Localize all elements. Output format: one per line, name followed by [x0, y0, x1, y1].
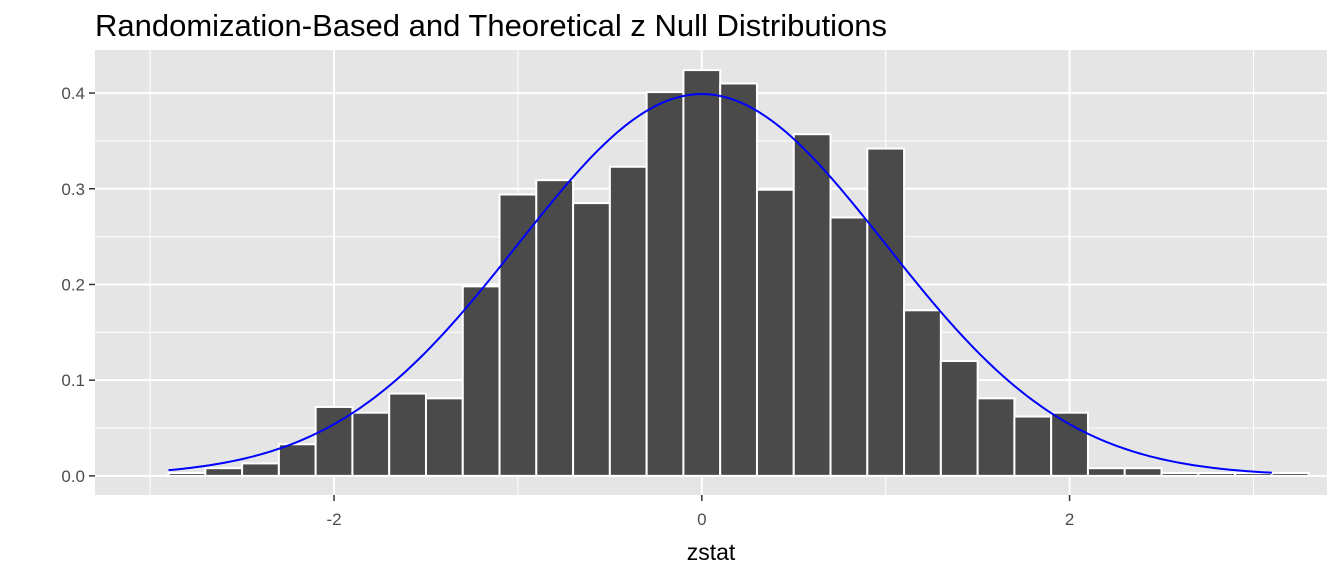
histogram-bar: [866, 147, 906, 477]
histogram-bar: [719, 82, 758, 477]
y-tick-label: 0.4: [61, 84, 85, 103]
histogram-bar: [277, 443, 317, 477]
normal-density-curve: [168, 93, 1272, 474]
histogram-bar: [314, 405, 354, 477]
x-tick-label: -2: [326, 510, 341, 529]
histogram-bar: [976, 397, 1016, 477]
histogram-bar: [388, 392, 427, 477]
histogram-bar: [424, 397, 464, 477]
histogram-bar: [204, 467, 244, 477]
histogram-bar: [1123, 467, 1163, 477]
histogram-bar: [1086, 467, 1126, 477]
histogram-bars: [167, 69, 1310, 477]
histogram-bar: [645, 91, 685, 477]
histogram-bar: [167, 471, 207, 477]
histogram-bar: [351, 411, 391, 477]
histogram-bar: [572, 202, 611, 477]
histogram-bar: [535, 179, 575, 477]
y-tick-label: 0.0: [61, 467, 85, 486]
histogram-bar: [939, 360, 979, 477]
histogram-bar: [829, 216, 869, 477]
x-tick-label: 0: [697, 510, 706, 529]
y-tick-label: 0.3: [61, 180, 85, 199]
y-axis: 0.0 0.1 0.2 0.3 0.4: [61, 84, 95, 486]
x-axis-title: zstat: [687, 539, 736, 565]
histogram-bar: [241, 462, 280, 477]
x-axis: -2 0 2: [326, 495, 1074, 529]
histogram-bar: [1013, 415, 1053, 477]
histogram-bar: [1270, 471, 1310, 477]
histogram-bar: [498, 193, 538, 477]
x-tick-label: 2: [1065, 510, 1074, 529]
chart-title: Randomization-Based and Theoretical z Nu…: [95, 8, 888, 43]
y-tick-label: 0.2: [61, 275, 85, 294]
histogram-bar: [682, 69, 722, 477]
histogram-bar: [1160, 471, 1200, 477]
y-tick-label: 0.1: [61, 371, 85, 390]
histogram-bar: [1197, 471, 1237, 477]
histogram-bar: [1050, 411, 1089, 477]
histogram-bar: [755, 188, 795, 477]
histogram-bar: [608, 165, 648, 477]
histogram-bar: [792, 133, 832, 477]
histogram-bar: [903, 309, 942, 477]
histogram-bar: [461, 285, 501, 477]
